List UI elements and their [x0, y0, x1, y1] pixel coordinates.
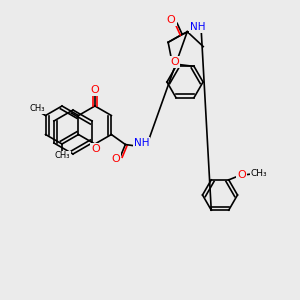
Text: CH₃: CH₃ — [250, 169, 267, 178]
Text: NH: NH — [190, 22, 206, 32]
Text: CH₃: CH₃ — [54, 152, 70, 160]
Text: CH₃: CH₃ — [29, 104, 45, 113]
Text: O: O — [167, 15, 176, 25]
Text: O: O — [92, 144, 100, 154]
Text: O: O — [237, 170, 246, 180]
Text: NH: NH — [134, 139, 149, 148]
Text: O: O — [170, 57, 179, 67]
Text: O: O — [91, 85, 99, 95]
Text: O: O — [111, 154, 120, 164]
